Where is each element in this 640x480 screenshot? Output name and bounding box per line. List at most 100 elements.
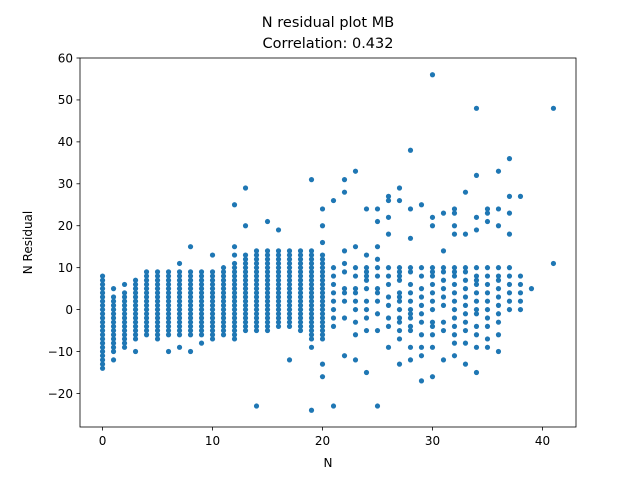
data-point [484,273,491,279]
data-point [286,294,293,300]
data-point [99,340,106,346]
data-point [429,306,436,313]
data-point [231,294,238,300]
data-point [264,319,271,325]
data-point [473,105,480,111]
data-point [264,269,271,275]
data-point [99,319,106,325]
y-tick-label: −10 [48,345,73,359]
chart-title: N residual plot MB [262,15,394,31]
data-point [220,323,227,329]
data-point [242,273,249,279]
data-point [418,273,425,279]
data-point [275,248,282,254]
data-point [440,357,447,363]
data-point [187,302,194,308]
data-point [121,332,128,338]
data-point [407,290,414,296]
data-point [110,315,117,321]
data-point [308,269,315,275]
data-point [253,286,260,292]
data-point [429,319,436,325]
data-point [429,269,436,275]
data-point [308,281,315,288]
data-point [165,348,172,355]
data-point [209,277,216,283]
data-point [473,306,480,313]
data-point [187,323,194,329]
data-point [99,315,106,321]
data-point [264,315,271,321]
data-point [451,265,458,271]
data-point [286,315,293,321]
data-point [220,327,227,334]
data-point [165,286,172,292]
data-point [330,281,337,288]
data-point [264,218,271,225]
data-point [110,340,117,346]
data-point [99,327,106,334]
data-point [495,273,502,279]
data-point [495,277,502,283]
data-point [220,315,227,321]
data-point [330,290,337,296]
data-point [220,311,227,317]
data-point [154,336,161,342]
data-point [275,298,282,304]
data-point [220,281,227,288]
data-point [363,265,370,271]
data-point [297,302,304,308]
data-point [451,298,458,304]
data-point [374,218,381,225]
data-point [385,302,392,308]
data-point [187,332,194,338]
data-point [495,206,502,212]
data-point [198,319,205,325]
data-point [99,273,106,279]
data-point [275,256,282,262]
data-point [231,336,238,342]
data-point [297,298,304,304]
data-point [363,206,370,212]
data-point [418,294,425,300]
data-point [275,273,282,279]
data-point [451,223,458,229]
data-point [341,286,348,292]
data-point [308,286,315,292]
data-point [242,277,249,283]
data-point [121,306,128,313]
data-point [121,311,128,317]
data-point [429,332,436,338]
data-point [341,315,348,321]
data-point [495,348,502,355]
data-point [165,294,172,300]
data-point [275,281,282,288]
data-point [286,298,293,304]
data-point [99,332,106,338]
data-point [253,403,260,409]
data-point [286,302,293,308]
data-point [132,315,139,321]
data-point [396,185,403,191]
data-point [473,273,480,279]
data-point [451,353,458,359]
data-point [275,294,282,300]
data-point [451,332,458,338]
data-point [264,323,271,329]
data-point [220,306,227,313]
data-point [407,323,414,329]
data-point [198,315,205,321]
data-point [374,298,381,304]
data-point [253,327,260,334]
data-point [99,365,106,371]
data-point [319,265,326,271]
data-point [429,273,436,279]
data-point [209,306,216,313]
data-point [308,311,315,317]
data-point [297,248,304,254]
data-point [198,327,205,334]
data-point [473,281,480,288]
data-point [286,256,293,262]
data-point [176,294,183,300]
data-point [341,353,348,359]
